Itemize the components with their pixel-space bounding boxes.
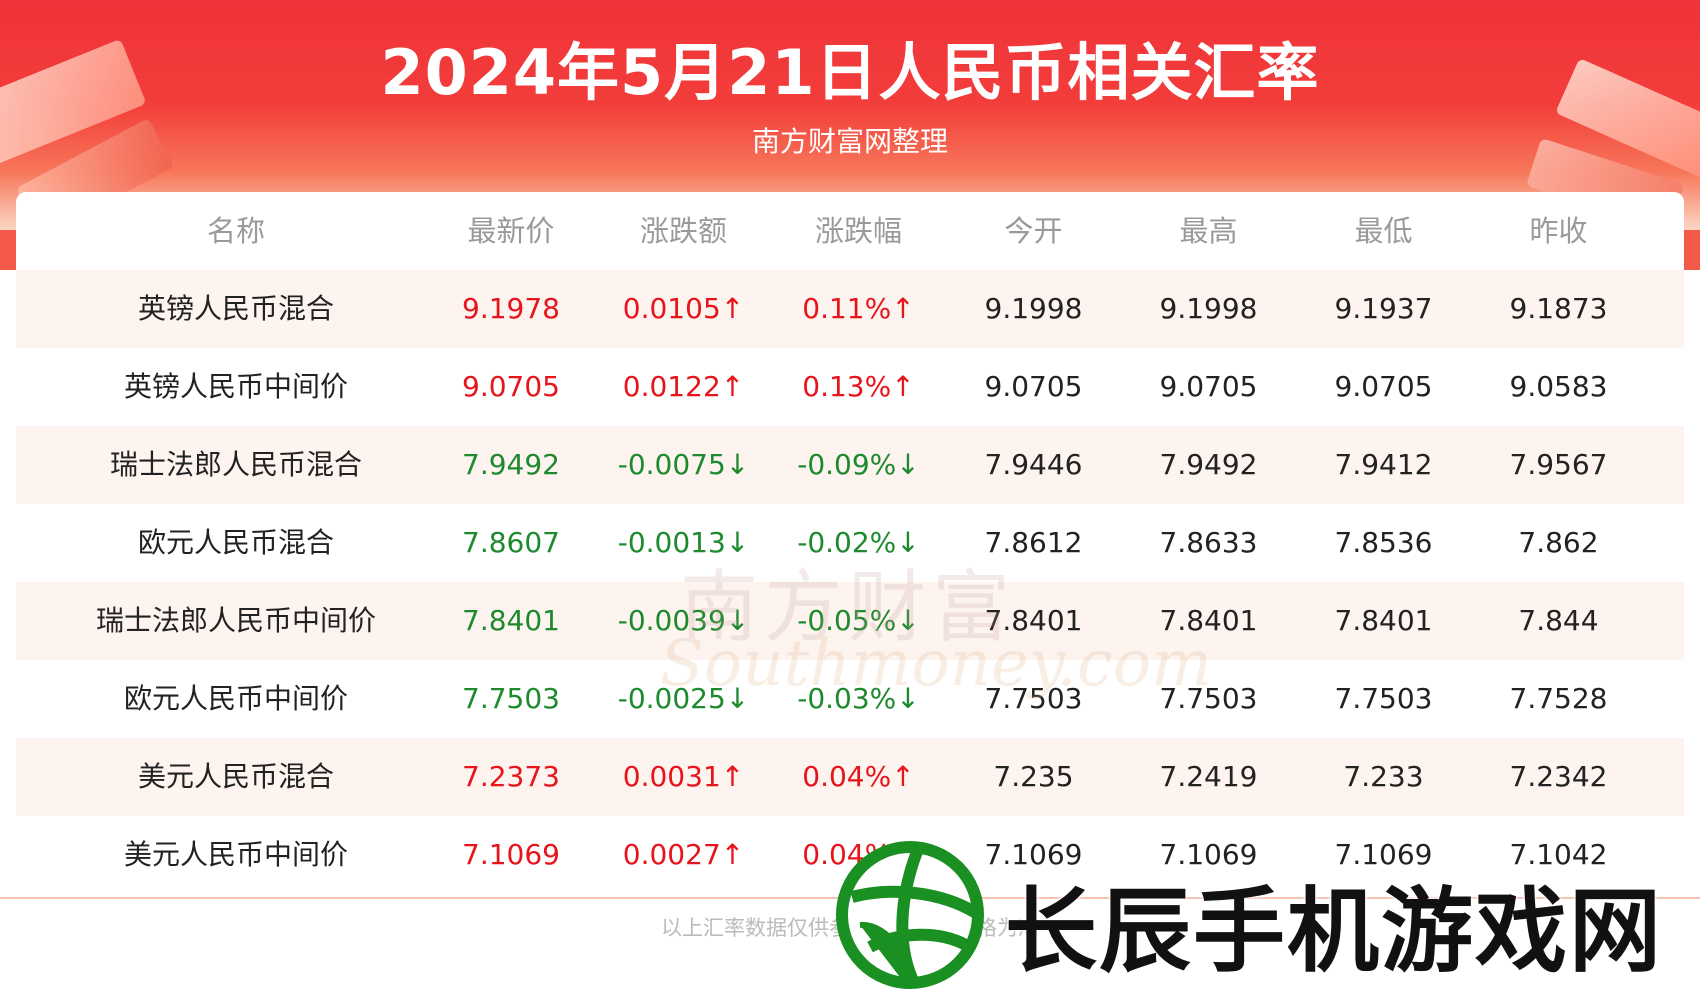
column-header-open: 今开	[1004, 214, 1063, 248]
row-name: 美元人民币中间价	[123, 838, 348, 871]
row-change-pct: -0.05%↓	[797, 604, 920, 637]
row-low: 9.0705	[1334, 370, 1433, 403]
row-prev-close: 7.1042	[1509, 838, 1608, 871]
row-high: 7.8401	[1159, 604, 1258, 637]
basketball-logo-icon	[836, 841, 984, 989]
brand-text: 长辰手机游戏网	[1005, 878, 1664, 985]
row-latest: 7.7503	[462, 682, 560, 715]
row-open: 7.235	[993, 760, 1074, 793]
row-open: 9.1998	[984, 292, 1083, 325]
row-name: 英镑人民币中间价	[123, 370, 348, 403]
header-edge-right	[1684, 230, 1700, 270]
row-low: 7.233	[1343, 760, 1424, 793]
row-change: 0.0122↑	[622, 370, 745, 403]
row-change: 0.0105↑	[622, 292, 745, 325]
row-prev-close: 9.1873	[1509, 292, 1608, 325]
row-high: 7.7503	[1159, 682, 1258, 715]
row-prev-close: 7.2342	[1509, 760, 1608, 793]
row-open: 7.8401	[984, 604, 1083, 637]
table-row: 美元人民币中间价 7.1069 0.0027↑ 0.04%↑ 7.1069 7.1069 7…	[16, 816, 1684, 894]
row-name: 瑞士法郎人民币混合	[109, 448, 362, 481]
row-change: 0.0031↑	[622, 760, 745, 793]
brand-overlay: 长辰手机游戏网	[830, 835, 1700, 995]
row-change-pct: 0.04%↑	[802, 760, 915, 793]
row-name: 瑞士法郎人民币中间价	[95, 604, 376, 637]
column-header-prev-close: 昨收	[1529, 214, 1588, 248]
row-change-pct: 0.11%↑	[802, 292, 915, 325]
row-open: 7.7503	[984, 682, 1083, 715]
table-row: 欧元人民币中间价 7.7503 -0.0025↓ -0.03%↓ 7.7503 7.750…	[16, 660, 1684, 738]
row-name: 英镑人民币混合	[137, 292, 334, 325]
row-change-pct: -0.09%↓	[797, 448, 920, 481]
table-row: 瑞士法郎人民币混合 7.9492 -0.0075↓ -0.09%↓ 7.9446 7.94…	[16, 426, 1684, 504]
exchange-rate-table: 名称 最新价 涨跌额 涨跌幅 今开 最高 最低 昨收 英镑人民币混合 9.1978…	[16, 192, 1684, 898]
table-row: 英镑人民币中间价 9.0705 0.0122↑ 0.13%↑ 9.0705 9.0705 9…	[16, 348, 1684, 426]
row-prev-close: 7.844	[1518, 604, 1599, 637]
page-title: 2024年5月21日人民币相关汇率	[380, 36, 1320, 109]
row-prev-close: 7.9567	[1509, 448, 1608, 481]
row-name: 欧元人民币混合	[137, 526, 334, 559]
row-low: 7.8401	[1334, 604, 1433, 637]
row-latest: 7.1069	[462, 838, 560, 871]
table-row: 瑞士法郎人民币中间价 7.8401 -0.0039↓ -0.05%↓ 7.8401 7.8…	[16, 582, 1684, 660]
row-name: 美元人民币混合	[137, 760, 334, 793]
row-change: -0.0025↓	[617, 682, 750, 715]
row-change-pct: -0.02%↓	[797, 526, 920, 559]
row-latest: 7.9492	[462, 448, 560, 481]
row-latest: 9.1978	[462, 292, 560, 325]
row-latest: 7.2373	[462, 760, 560, 793]
row-change-pct: -0.03%↓	[797, 682, 920, 715]
row-open: 7.8612	[984, 526, 1083, 559]
row-open: 9.0705	[984, 370, 1083, 403]
row-change: -0.0013↓	[617, 526, 750, 559]
table-row: 英镑人民币混合 9.1978 0.0105↑ 0.11%↑ 9.1998 9.1998 9.…	[16, 270, 1684, 348]
column-header-high: 最高	[1179, 214, 1238, 248]
row-prev-close: 7.7528	[1509, 682, 1608, 715]
row-latest: 7.8401	[462, 604, 560, 637]
row-low: 7.9412	[1334, 448, 1433, 481]
row-low: 7.7503	[1334, 682, 1433, 715]
header-edge-left	[0, 230, 16, 270]
row-low: 9.1937	[1334, 292, 1433, 325]
column-header-low: 最低	[1354, 214, 1413, 248]
row-low: 7.8536	[1334, 526, 1433, 559]
row-change: 0.0027↑	[622, 838, 745, 871]
row-high: 7.1069	[1159, 838, 1258, 871]
row-change: -0.0075↓	[617, 448, 750, 481]
column-header-latest: 最新价	[467, 214, 555, 248]
row-high: 7.2419	[1159, 760, 1258, 793]
column-header-name: 名称	[206, 214, 265, 248]
row-latest: 7.8607	[462, 526, 560, 559]
row-high: 7.9492	[1159, 448, 1258, 481]
table-row: 欧元人民币混合 7.8607 -0.0013↓ -0.02%↓ 7.8612 7.8633…	[16, 504, 1684, 582]
row-low: 7.1069	[1334, 838, 1433, 871]
row-open: 7.1069	[984, 838, 1083, 871]
row-prev-close: 9.0583	[1509, 370, 1608, 403]
row-change: -0.0039↓	[617, 604, 750, 637]
row-change-pct: 0.13%↑	[802, 370, 915, 403]
row-high: 7.8633	[1159, 526, 1258, 559]
row-high: 9.0705	[1159, 370, 1258, 403]
header-banner: 2024年5月21日人民币相关汇率 南方财富网整理	[0, 0, 1700, 230]
row-latest: 9.0705	[462, 370, 560, 403]
row-name: 欧元人民币中间价	[123, 682, 348, 715]
column-header-change-pct: 涨跌幅	[814, 214, 902, 248]
table-header-row: 名称 最新价 涨跌额 涨跌幅 今开 最高 最低 昨收	[16, 192, 1684, 270]
column-header-change: 涨跌额	[639, 214, 727, 248]
row-open: 7.9446	[984, 448, 1083, 481]
table-row: 美元人民币混合 7.2373 0.0031↑ 0.04%↑ 7.235 7.2419 7.2…	[16, 738, 1684, 816]
row-prev-close: 7.862	[1518, 526, 1599, 559]
row-high: 9.1998	[1159, 292, 1258, 325]
page-subtitle: 南方财富网整理	[751, 125, 948, 158]
